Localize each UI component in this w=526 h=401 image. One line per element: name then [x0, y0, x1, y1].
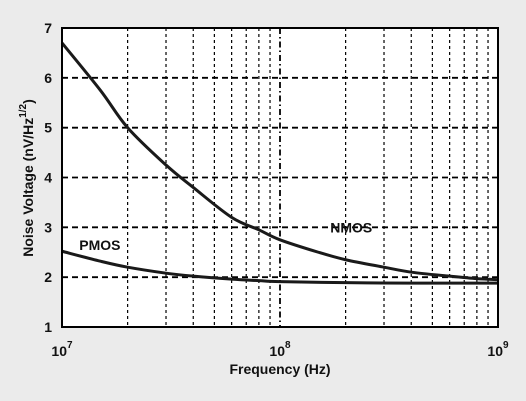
y-axis-label-sup: 1/2: [18, 103, 29, 117]
y-tick-label: 5: [44, 120, 52, 136]
y-tick-label: 7: [44, 20, 52, 36]
y-tick-label: 3: [44, 219, 52, 235]
y-axis-label: Noise Voltage (nV/Hz1/2): [18, 99, 36, 257]
x-tick-label: 107: [51, 340, 73, 359]
annotation-nmos: NMOS: [330, 219, 372, 235]
x-tick-label: 109: [487, 340, 509, 359]
series-line-pmos: [61, 249, 499, 285]
y-tick-labels: 1 2 3 4 5 6 7: [44, 20, 52, 335]
x-axis-label: Frequency (Hz): [229, 361, 330, 377]
annotation-pmos: PMOS: [79, 237, 120, 253]
y-axis-label-close: ): [20, 99, 36, 104]
y-axis-label-main: Noise Voltage (nV/Hz: [20, 118, 36, 257]
y-tick-label: 1: [44, 319, 52, 335]
x-tick-label: 108: [269, 340, 291, 359]
annotations: NMOS PMOS: [79, 219, 372, 252]
series-line-nmos: [60, 42, 499, 282]
y-tick-label: 4: [44, 170, 52, 186]
plot-frame: [61, 27, 499, 328]
series-lines: [60, 42, 499, 285]
y-tick-label: 6: [44, 70, 52, 86]
y-tick-label: 2: [44, 269, 52, 285]
grid-lines: [62, 28, 498, 327]
x-tick-labels: 107 108 109: [51, 340, 509, 359]
